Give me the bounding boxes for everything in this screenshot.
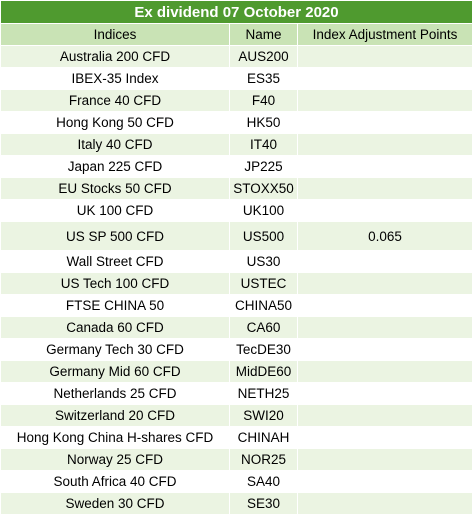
cell-adjustment-points <box>297 67 472 90</box>
cell-name: US30 <box>229 250 298 273</box>
column-header-name: Name <box>229 23 298 46</box>
cell-adjustment-points <box>297 470 472 493</box>
cell-name: F40 <box>229 89 298 112</box>
cell-name: TecDE30 <box>229 338 298 361</box>
cell-index: Netherlands 25 CFD <box>0 382 230 405</box>
cell-index: Sweden 30 CFD <box>0 492 230 515</box>
table-title: Ex dividend 07 October 2020 <box>0 0 472 24</box>
cell-adjustment-points <box>297 111 472 134</box>
cell-name: IT40 <box>229 133 298 156</box>
cell-index: Japan 225 CFD <box>0 155 230 178</box>
cell-adjustment-points <box>297 272 472 295</box>
table-row: Hong Kong China H-shares CFD CHINAH <box>0 426 472 449</box>
cell-adjustment-points <box>297 89 472 112</box>
table-row: US SP 500 CFD US500 0.065 <box>0 221 472 251</box>
cell-index: UK 100 CFD <box>0 199 230 222</box>
cell-adjustment-points <box>297 492 472 515</box>
cell-adjustment-points <box>297 294 472 317</box>
cell-adjustment-points <box>297 404 472 427</box>
table-row: Sweden 30 CFD SE30 <box>0 492 472 515</box>
cell-index: Germany Tech 30 CFD <box>0 338 230 361</box>
cell-adjustment-points: 0.065 <box>297 221 472 251</box>
cell-index: Hong Kong China H-shares CFD <box>0 426 230 449</box>
cell-name: NOR25 <box>229 448 298 471</box>
cell-name: CHINA50 <box>229 294 298 317</box>
cell-index: FTSE CHINA 50 <box>0 294 230 317</box>
cell-name: US500 <box>229 221 298 251</box>
cell-index: France 40 CFD <box>0 89 230 112</box>
cell-index: South Africa 40 CFD <box>0 470 230 493</box>
cell-index: Switzerland 20 CFD <box>0 404 230 427</box>
cell-name: CA60 <box>229 316 298 339</box>
cell-adjustment-points <box>297 426 472 449</box>
column-header-adjustment-points: Index Adjustment Points <box>297 23 472 46</box>
cell-adjustment-points <box>297 250 472 273</box>
cell-name: MidDE60 <box>229 360 298 383</box>
cell-adjustment-points <box>297 177 472 200</box>
table-row: EU Stocks 50 CFD STOXX50 <box>0 177 472 200</box>
table-row: FTSE CHINA 50 CHINA50 <box>0 294 472 317</box>
table-row: Netherlands 25 CFD NETH25 <box>0 382 472 405</box>
title-row: Ex dividend 07 October 2020 <box>0 0 472 24</box>
table-row: IBEX-35 Index ES35 <box>0 67 472 90</box>
table-row: US Tech 100 CFD USTEC <box>0 272 472 295</box>
cell-name: ES35 <box>229 67 298 90</box>
cell-adjustment-points <box>297 199 472 222</box>
cell-name: JP225 <box>229 155 298 178</box>
column-header-indices: Indices <box>0 23 230 46</box>
cell-adjustment-points <box>297 448 472 471</box>
cell-index: Norway 25 CFD <box>0 448 230 471</box>
table-row: Canada 60 CFD CA60 <box>0 316 472 339</box>
table-row: UK 100 CFD UK100 <box>0 199 472 222</box>
cell-adjustment-points <box>297 155 472 178</box>
cell-index: Italy 40 CFD <box>0 133 230 156</box>
cell-index: Wall Street CFD <box>0 250 230 273</box>
cell-index: Germany Mid 60 CFD <box>0 360 230 383</box>
cell-index: US SP 500 CFD <box>0 221 230 251</box>
cell-index: EU Stocks 50 CFD <box>0 177 230 200</box>
cell-name: HK50 <box>229 111 298 134</box>
cell-name: SE30 <box>229 492 298 515</box>
cell-adjustment-points <box>297 45 472 68</box>
cell-index: Canada 60 CFD <box>0 316 230 339</box>
cell-name: CHINAH <box>229 426 298 449</box>
table-row: Hong Kong 50 CFD HK50 <box>0 111 472 134</box>
header-row: Indices Name Index Adjustment Points <box>0 23 472 46</box>
cell-adjustment-points <box>297 360 472 383</box>
cell-adjustment-points <box>297 316 472 339</box>
table-row: Germany Mid 60 CFD MidDE60 <box>0 360 472 383</box>
cell-adjustment-points <box>297 338 472 361</box>
cell-adjustment-points <box>297 382 472 405</box>
cell-index: Hong Kong 50 CFD <box>0 111 230 134</box>
cell-index: IBEX-35 Index <box>0 67 230 90</box>
table-row: Japan 225 CFD JP225 <box>0 155 472 178</box>
cell-name: UK100 <box>229 199 298 222</box>
cell-adjustment-points <box>297 133 472 156</box>
table-row: Australia 200 CFD AUS200 <box>0 45 472 68</box>
table-row: Germany Tech 30 CFD TecDE30 <box>0 338 472 361</box>
cell-name: USTEC <box>229 272 298 295</box>
cell-name: STOXX50 <box>229 177 298 200</box>
cell-name: AUS200 <box>229 45 298 68</box>
cell-index: US Tech 100 CFD <box>0 272 230 295</box>
cell-name: SA40 <box>229 470 298 493</box>
table-row: Norway 25 CFD NOR25 <box>0 448 472 471</box>
table-row: Italy 40 CFD IT40 <box>0 133 472 156</box>
cell-index: Australia 200 CFD <box>0 45 230 68</box>
cell-name: NETH25 <box>229 382 298 405</box>
table-row: South Africa 40 CFD SA40 <box>0 470 472 493</box>
table-row: France 40 CFD F40 <box>0 89 472 112</box>
table-body: Australia 200 CFD AUS200 IBEX-35 Index ES35… <box>0 45 472 515</box>
cell-name: SWI20 <box>229 404 298 427</box>
table-row: Switzerland 20 CFD SWI20 <box>0 404 472 427</box>
table-row: Wall Street CFD US30 <box>0 250 472 273</box>
